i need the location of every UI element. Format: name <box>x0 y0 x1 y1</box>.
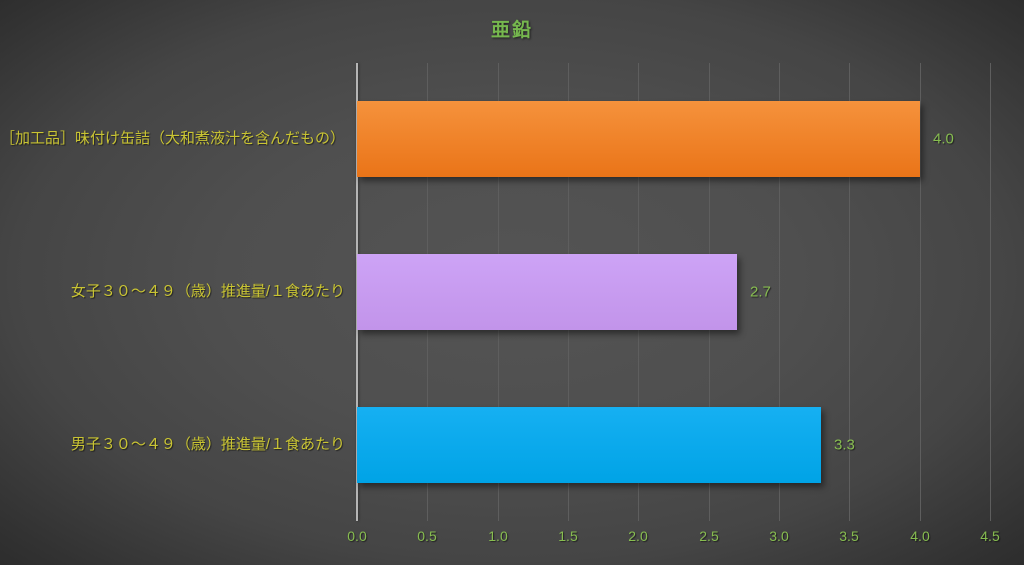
x-tick-label: 1.5 <box>558 528 578 544</box>
category-label: ［加工品］味付け缶詰（大和煮液汁を含んだもの） <box>0 130 346 147</box>
grid-line <box>849 63 850 521</box>
x-tick-label: 3.5 <box>839 528 859 544</box>
x-tick-label: 0.0 <box>347 528 367 544</box>
x-tick-label: 4.0 <box>910 528 930 544</box>
bar-blue <box>357 407 821 483</box>
grid-line <box>779 63 780 521</box>
x-tick-label: 2.0 <box>628 528 648 544</box>
x-tick-label: 3.0 <box>769 528 789 544</box>
value-label: 3.3 <box>834 436 855 454</box>
bar-lavender <box>357 254 737 330</box>
x-tick-label: 1.0 <box>488 528 508 544</box>
category-label: 女子３０～４９（歳）推進量/１食あたり <box>70 283 345 300</box>
bar-orange <box>357 101 920 177</box>
x-tick-label: 4.5 <box>980 528 1000 544</box>
x-tick-label: 0.5 <box>417 528 437 544</box>
x-tick-label: 2.5 <box>699 528 719 544</box>
chart-title: 亜鉛 <box>490 20 533 41</box>
value-label: 2.7 <box>750 283 771 301</box>
grid-line <box>920 63 921 521</box>
value-label: 4.0 <box>933 130 954 148</box>
category-label: 男子３０～４９（歳）推進量/１食あたり <box>70 436 345 453</box>
grid-line <box>990 63 991 521</box>
